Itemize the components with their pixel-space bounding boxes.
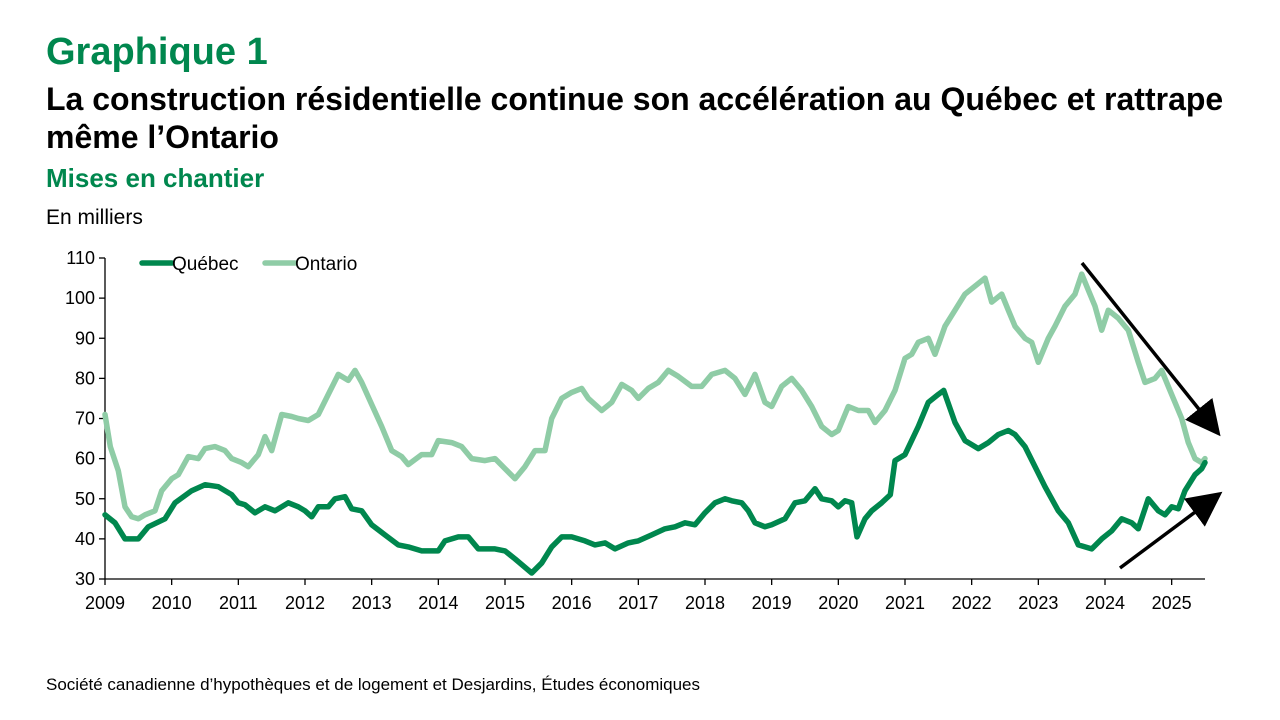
x-tick-label: 2023 <box>1018 593 1058 613</box>
y-axis-unit-label: En milliers <box>46 206 143 229</box>
x-tick-label: 2018 <box>685 593 725 613</box>
series-line-quebec <box>102 387 1208 576</box>
chart-legend: Québec Ontario <box>139 254 357 275</box>
chart-title: La construction résidentielle continue s… <box>46 81 1224 155</box>
chart-subtitle: Mises en chantier <box>46 163 265 193</box>
x-tick-label: 2022 <box>952 593 992 613</box>
legend-label: Ontario <box>295 254 357 275</box>
y-tick-label: 40 <box>75 529 95 549</box>
y-tick-label: 30 <box>75 569 95 589</box>
downward-arrow <box>1080 261 1221 437</box>
x-tick-label: 2020 <box>818 593 858 613</box>
x-tick-label: 2017 <box>618 593 658 613</box>
x-tick-label: 2010 <box>152 593 192 613</box>
y-tick-label: 60 <box>75 449 95 469</box>
series-line-ontario <box>102 271 1208 522</box>
upward-arrow <box>1118 491 1223 570</box>
y-tick-label: 50 <box>75 489 95 509</box>
x-tick-label: 2012 <box>285 593 325 613</box>
y-tick-label: 70 <box>75 409 95 429</box>
legend-item-ontario: Ontario <box>262 254 357 275</box>
legend-item-quebec: Québec <box>139 254 239 275</box>
source-note: Société canadienne d’hypothèques et de l… <box>46 675 700 694</box>
x-tick-label: 2011 <box>219 593 258 613</box>
chart-number: Graphique 1 <box>46 31 268 73</box>
x-tick-label: 2021 <box>885 593 925 613</box>
x-tick-label: 2013 <box>352 593 392 613</box>
y-tick-label: 110 <box>66 248 95 268</box>
chart-series <box>102 271 1208 576</box>
chart-axes: 30 40 50 60 70 80 90 100 110 2009 2010 2011 2012 2013… <box>65 248 1205 613</box>
y-tick-label: 90 <box>75 328 95 348</box>
x-tick-label: 2009 <box>85 593 125 613</box>
y-tick-label: 100 <box>65 288 95 308</box>
y-tick-label: 80 <box>75 368 95 388</box>
chart-annotations <box>1080 261 1223 570</box>
legend-label: Québec <box>172 254 239 275</box>
x-tick-label: 2016 <box>552 593 592 613</box>
x-tick-label: 2019 <box>752 593 792 613</box>
x-tick-label: 2014 <box>418 593 458 613</box>
x-tick-label: 2025 <box>1152 593 1192 613</box>
x-tick-label: 2024 <box>1085 593 1125 613</box>
x-tick-label: 2015 <box>485 593 525 613</box>
